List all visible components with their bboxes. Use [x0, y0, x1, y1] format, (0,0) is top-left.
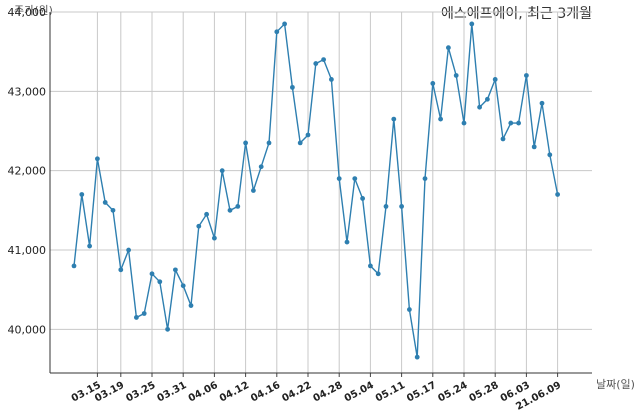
y-tick-label: 42,000 — [8, 165, 47, 178]
grid — [50, 11, 592, 373]
data-point — [453, 73, 459, 78]
x-tick-label: 05.11 — [374, 380, 407, 405]
data-point — [235, 203, 241, 209]
data-point — [102, 200, 108, 205]
data-point — [243, 140, 249, 146]
data-point — [555, 192, 560, 197]
data-point — [219, 168, 225, 174]
x-tick-label: 05.24 — [436, 380, 469, 405]
data-point — [180, 283, 186, 289]
data-point — [399, 203, 404, 209]
data-point — [258, 164, 264, 170]
data-point — [118, 267, 124, 273]
data-point — [492, 77, 498, 82]
data-point — [461, 120, 467, 126]
data-point — [313, 61, 319, 66]
series-line — [73, 22, 559, 358]
data-point — [266, 140, 272, 146]
data-point — [547, 152, 553, 158]
y-tick-label: 44,000 — [8, 6, 47, 19]
data-point — [87, 243, 92, 249]
data-point — [500, 136, 506, 142]
x-tick-label: 04.28 — [312, 380, 345, 405]
data-point — [531, 144, 537, 150]
x-axis-unit-label: 날짜(일) — [596, 378, 635, 391]
data-point — [422, 176, 428, 182]
data-point — [430, 81, 436, 86]
y-tick-label: 41,000 — [8, 244, 47, 257]
data-point — [305, 132, 311, 138]
data-point — [485, 96, 490, 102]
data-point — [477, 104, 482, 110]
y-tick-label: 43,000 — [8, 85, 47, 98]
data-point — [446, 45, 451, 51]
data-point — [196, 223, 202, 229]
y-axis-unit-label: 주가(원) — [14, 4, 53, 17]
data-point — [383, 203, 389, 209]
data-point — [165, 326, 171, 332]
data-point — [71, 263, 77, 269]
data-point — [539, 100, 545, 106]
data-point — [227, 207, 233, 213]
data-point — [274, 29, 280, 35]
data-point — [79, 192, 85, 197]
data-point — [352, 176, 358, 182]
data-point — [321, 57, 326, 63]
y-tick-label: 40,000 — [8, 323, 47, 336]
x-tick-label: 04.12 — [218, 380, 251, 405]
data-point — [360, 196, 365, 201]
x-tick-label: 04.22 — [280, 380, 313, 405]
x-tick-labels: 03.1503.1903.2503.3104.0604.1204.1604.22… — [70, 380, 563, 413]
data-point — [336, 176, 342, 182]
data-point — [212, 235, 217, 241]
y-tick-labels: 40,000 41,000 42,000 43,000 44,000 — [8, 6, 47, 336]
data-point — [173, 267, 178, 273]
data-point — [297, 140, 303, 146]
data-point — [329, 77, 334, 82]
data-point — [141, 311, 147, 316]
data-point — [368, 263, 373, 269]
data-point — [375, 271, 381, 277]
price-series — [71, 21, 560, 360]
data-point — [407, 307, 412, 312]
x-tick-label: 05.28 — [468, 380, 501, 405]
data-point — [438, 116, 443, 122]
data-point — [126, 247, 131, 253]
x-tick-label: 03.31 — [156, 380, 189, 405]
data-point — [469, 21, 475, 27]
data-point — [516, 120, 521, 126]
data-point — [524, 73, 529, 78]
data-point — [251, 188, 256, 193]
data-point — [188, 303, 194, 308]
data-point — [282, 21, 287, 27]
x-tick-label: 04.06 — [187, 380, 220, 405]
axes — [49, 12, 592, 377]
x-tick-label: 04.16 — [249, 380, 282, 405]
data-point — [95, 156, 100, 162]
data-point — [508, 120, 514, 126]
x-tick-label: 05.04 — [343, 380, 376, 405]
x-tick-label: 05.17 — [405, 380, 438, 405]
data-point — [290, 84, 295, 90]
data-point — [157, 279, 163, 285]
x-tick-label: 03.25 — [124, 380, 157, 405]
data-point — [414, 354, 420, 360]
chart-title: 에스에프에이, 최근 3개월 — [440, 6, 592, 22]
data-point — [149, 271, 155, 277]
data-point — [110, 207, 116, 213]
data-point — [391, 116, 397, 122]
data-point — [344, 239, 350, 245]
data-point — [134, 315, 139, 320]
data-point — [204, 211, 210, 217]
